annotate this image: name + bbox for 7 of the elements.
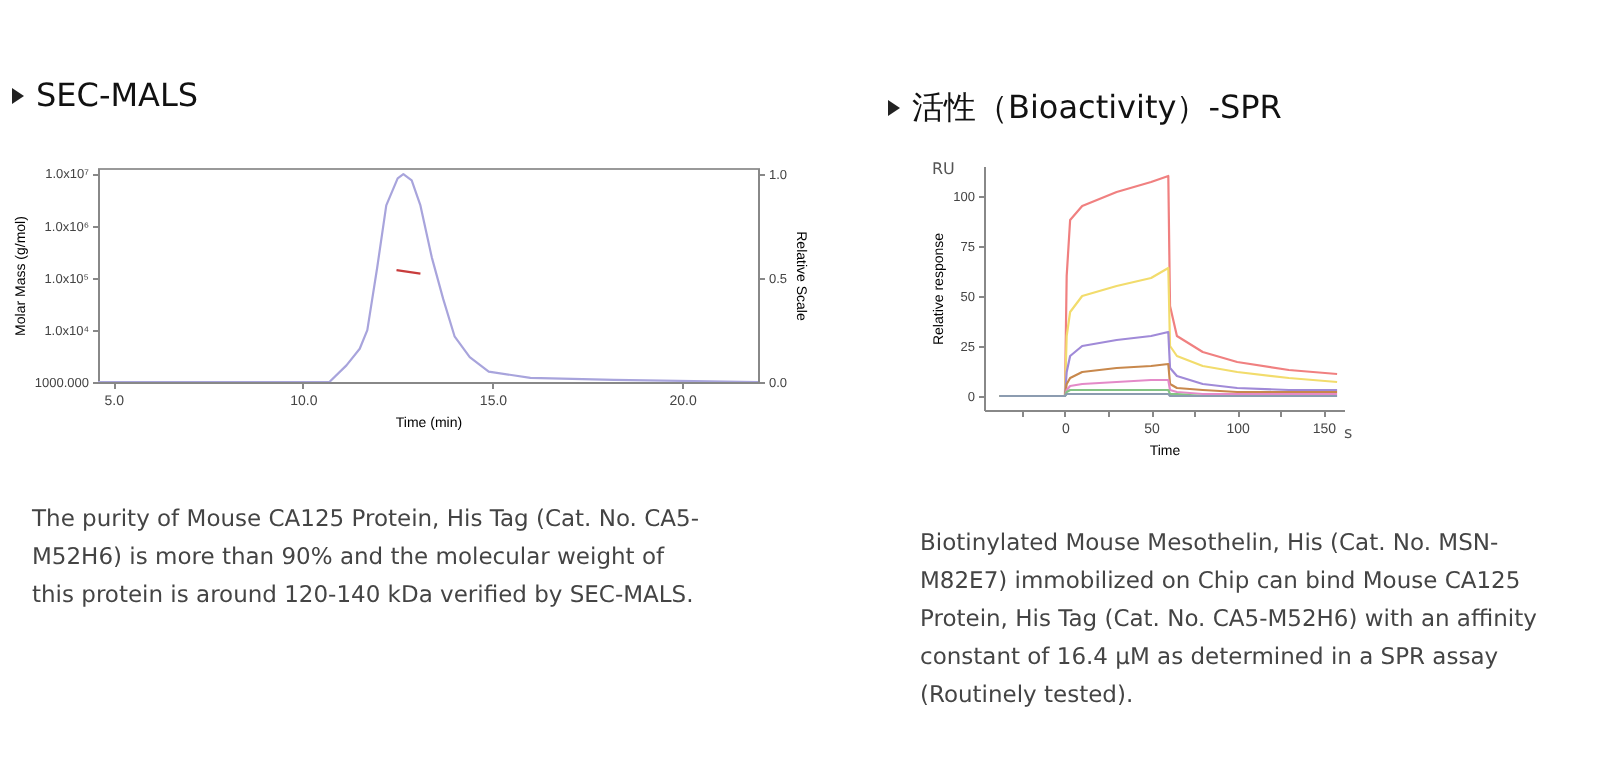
- chart-title: 活性（Bioactivity）-SPR: [912, 88, 1282, 130]
- chart-title: SEC-MALS: [36, 76, 199, 114]
- text: s: [1344, 424, 1353, 442]
- text: RU: [932, 160, 955, 178]
- text: Biotinylated Mouse Mesothelin, His (Cat. No. MSN-M82E7) immobilized on Chip can bind Mouse CA125 Protein, His Tag (Cat. No. CA5-M52H6) with an affinity constant of 16.4 μM as determined in a SPR assay (Routinely tested).: [920, 526, 1539, 712]
- text: The purity of Mouse CA125 Protein, His Tag (Cat. No. CA5-M52H6) is more than 90% and the molecular weight of this protein is around 120-140 kDa verified by SEC-MALS.: [32, 502, 701, 612]
- line-series: [98, 173, 758, 382]
